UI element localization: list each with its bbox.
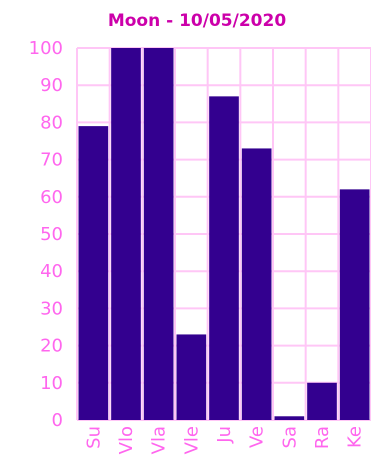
y-tick-label: 90 [40, 75, 63, 96]
x-tick-label: Vle [181, 426, 202, 454]
x-axis-ticks: Su Vlo Vla Vle Ju Ve Sa Ra Ke [83, 426, 365, 454]
bar-vlo [111, 48, 141, 420]
bar-ke [339, 189, 370, 420]
y-tick-label: 0 [52, 410, 63, 431]
bar-vle [176, 334, 207, 420]
bar-vla [143, 48, 174, 420]
y-tick-label: 10 [40, 373, 63, 394]
y-tick-label: 70 [40, 150, 63, 171]
x-tick-label: Ra [312, 426, 333, 449]
y-tick-label: 50 [40, 224, 63, 245]
x-tick-label: Su [83, 426, 104, 449]
bar-ju [209, 96, 239, 421]
bar-ve [241, 148, 272, 420]
bar-su [78, 126, 109, 421]
y-tick-label: 80 [40, 112, 63, 133]
chart-title: Moon - 10/05/2020 [108, 11, 286, 31]
bar-layer [78, 48, 370, 421]
x-tick-label: Ke [345, 426, 366, 448]
x-tick-label: Vla [149, 426, 170, 454]
bar-sa [274, 416, 305, 420]
y-tick-label: 60 [40, 187, 63, 208]
x-tick-label: Ju [214, 426, 235, 444]
x-tick-label: Vlo [116, 426, 137, 454]
y-axis-ticks: 0 10 20 30 40 50 60 70 80 90 100 [29, 38, 63, 431]
y-tick-label: 20 [40, 336, 63, 357]
bar-ra [307, 382, 337, 420]
y-tick-label: 30 [40, 298, 63, 319]
y-tick-label: 100 [29, 38, 63, 59]
y-tick-label: 40 [40, 261, 63, 282]
x-tick-label: Sa [279, 426, 300, 448]
x-tick-label: Ve [247, 426, 268, 448]
